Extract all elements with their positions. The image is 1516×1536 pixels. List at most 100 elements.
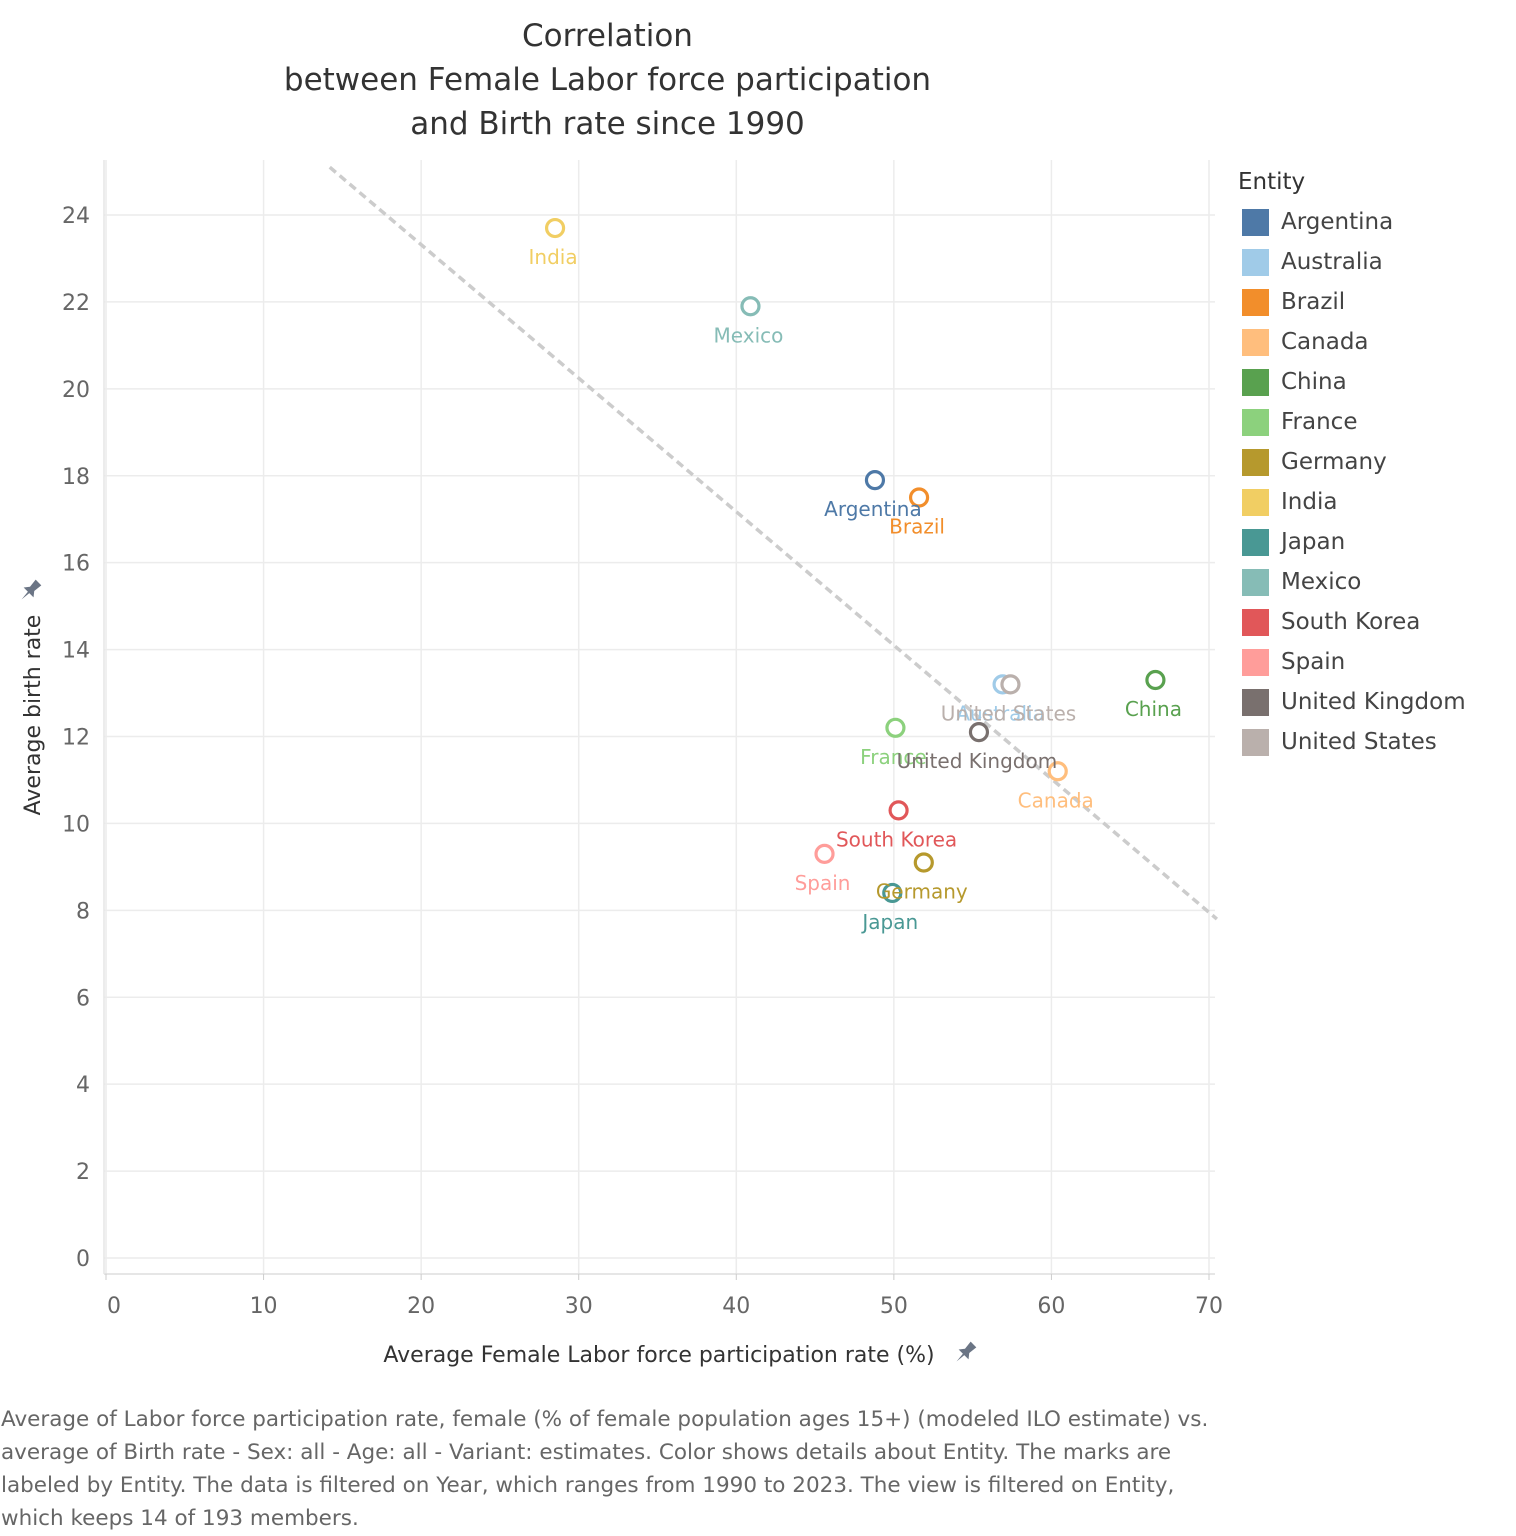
legend-title: Entity — [1238, 169, 1306, 195]
x-tick-label: 60 — [1037, 1294, 1065, 1319]
legend-item[interactable]: Spain — [1238, 642, 1508, 682]
point-label: Brazil — [889, 514, 945, 538]
data-point[interactable] — [814, 843, 835, 864]
legend-swatch — [1242, 488, 1269, 516]
y-tick-label: 20 — [62, 378, 90, 403]
legend-item[interactable]: India — [1238, 482, 1508, 522]
legend-swatch — [1242, 208, 1269, 236]
legend-label: Argentina — [1281, 209, 1394, 235]
data-point[interactable] — [544, 217, 566, 239]
data-point[interactable] — [882, 882, 903, 904]
legend-swatch — [1242, 528, 1269, 556]
y-tick-label: 16 — [62, 552, 90, 577]
legend-label: China — [1281, 369, 1347, 395]
legend-label: Spain — [1281, 649, 1346, 675]
legend-swatch — [1242, 328, 1269, 356]
y-tick-label: 8 — [76, 899, 90, 924]
legend-label: Japan — [1281, 529, 1346, 555]
legend-item[interactable]: Australia — [1238, 242, 1508, 282]
legend-items: Argentina Australia Brazil Canada China Franc… — [1238, 202, 1508, 762]
chart-caption: Average of Labor force participation rat… — [1, 1407, 1209, 1531]
point-label: Germany — [876, 880, 968, 904]
legend-swatch — [1242, 728, 1269, 756]
legend-item[interactable]: Germany — [1238, 442, 1508, 482]
y-tick-label: 2 — [76, 1160, 90, 1185]
legend-item[interactable]: Japan — [1238, 522, 1508, 562]
chart-title-line: and Birth rate since 1990 — [410, 106, 805, 142]
x-tick-label: 50 — [880, 1294, 908, 1319]
legend-label: France — [1281, 409, 1358, 435]
x-axis-title: Average Female Labor force participation… — [383, 1343, 934, 1368]
chart-title-line: between Female Labor force participation — [283, 62, 932, 98]
legend-swatch — [1242, 648, 1269, 676]
point-label: United States — [941, 701, 1076, 725]
point-label: United Kingdom — [897, 749, 1058, 773]
data-point[interactable] — [885, 717, 906, 738]
data-point[interactable] — [888, 800, 909, 821]
point-label: China — [1125, 697, 1182, 721]
legend-label: Canada — [1281, 329, 1369, 355]
legend-item[interactable]: China — [1238, 362, 1508, 402]
data-point[interactable] — [740, 296, 761, 317]
chart-title: Correlation between Female Labor force p… — [250, 14, 965, 146]
y-tick-label: 24 — [62, 204, 90, 229]
trend-line — [328, 165, 1219, 921]
y-tick-label: 0 — [76, 1247, 90, 1272]
point-label: France — [860, 745, 927, 769]
legend-label: Mexico — [1281, 569, 1362, 595]
legend-label: United Kingdom — [1281, 689, 1466, 715]
data-point[interactable] — [1047, 761, 1068, 782]
data-points — [544, 217, 1166, 904]
legend-swatch — [1242, 248, 1269, 276]
legend-item[interactable]: Mexico — [1238, 562, 1508, 602]
legend-item[interactable]: United Kingdom — [1238, 682, 1508, 722]
point-label: Argentina — [824, 497, 922, 521]
data-point[interactable] — [968, 722, 990, 743]
legend-label: India — [1281, 489, 1338, 515]
point-label: Mexico — [714, 323, 784, 347]
legend-item[interactable]: Brazil — [1238, 282, 1508, 322]
x-tick-label: 20 — [407, 1294, 435, 1319]
legend-swatch — [1242, 688, 1269, 716]
legend-label: South Korea — [1281, 609, 1421, 635]
data-point[interactable] — [864, 469, 886, 491]
y-tick-label: 6 — [76, 986, 90, 1011]
x-tick-label: 70 — [1195, 1294, 1223, 1319]
point-label: India — [529, 245, 578, 269]
legend-swatch — [1242, 288, 1269, 316]
data-point[interactable] — [913, 852, 934, 873]
pin-icon[interactable] — [952, 1340, 979, 1367]
legend-swatch — [1242, 448, 1269, 476]
x-tick-label: 10 — [250, 1294, 278, 1319]
grid-lines — [103, 160, 1215, 1275]
x-tick-label: 40 — [722, 1294, 750, 1319]
data-point[interactable] — [908, 487, 930, 508]
legend-label: Brazil — [1281, 289, 1346, 315]
point-label: South Korea — [836, 827, 957, 851]
legend-item[interactable]: United States — [1238, 722, 1508, 762]
data-point[interactable] — [1145, 669, 1166, 691]
legend-item[interactable]: Canada — [1238, 322, 1508, 362]
legend-label: Australia — [1281, 249, 1383, 275]
point-label: Japan — [860, 910, 918, 934]
point-label: Canada — [1018, 788, 1094, 812]
legend-item[interactable]: Argentina — [1238, 202, 1508, 242]
legend-label: Germany — [1281, 449, 1387, 475]
data-point[interactable] — [1000, 674, 1021, 695]
point-label: Australia — [956, 701, 1044, 725]
legend: Entity Argentina Australia Brazil Canada Chi… — [1238, 168, 1508, 762]
pin-icon[interactable] — [17, 578, 44, 605]
legend-swatch — [1242, 568, 1269, 596]
chart-title-line: Correlation — [522, 18, 693, 54]
y-tick-label: 12 — [62, 726, 90, 751]
x-tick-label: 30 — [565, 1294, 593, 1319]
legend-swatch — [1242, 408, 1269, 436]
legend-label: United States — [1281, 729, 1437, 755]
legend-item[interactable]: France — [1238, 402, 1508, 442]
y-tick-label: 10 — [62, 812, 90, 837]
legend-item[interactable]: South Korea — [1238, 602, 1508, 642]
x-tick-label: 0 — [107, 1294, 121, 1319]
y-tick-label: 22 — [62, 291, 90, 316]
